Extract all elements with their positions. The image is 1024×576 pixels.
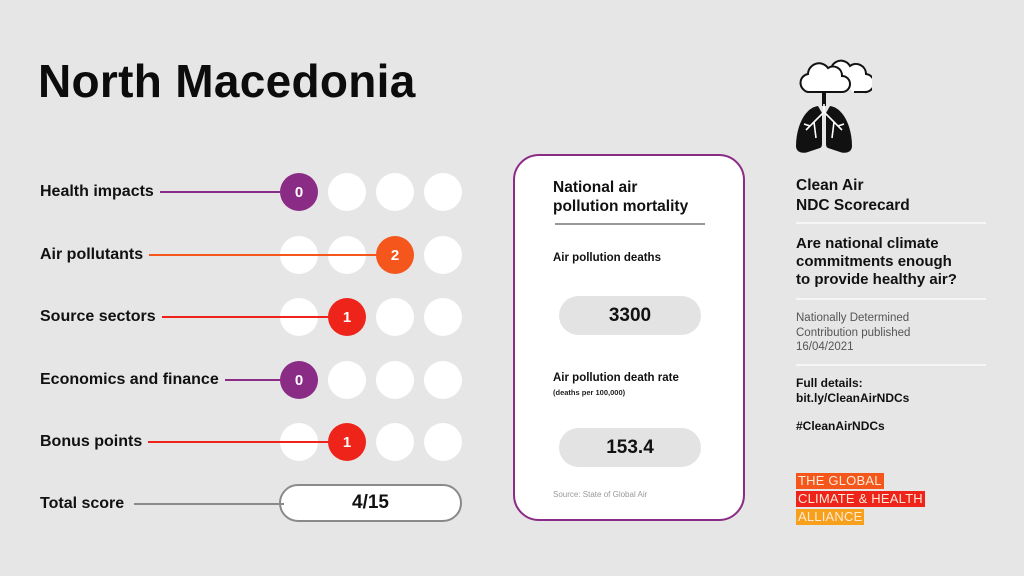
score-row: Health impacts 0 — [40, 172, 470, 212]
details-link[interactable]: bit.ly/CleanAirNDCs — [796, 391, 910, 405]
connector-line — [80, 254, 380, 256]
total-score-value: 4/15 — [279, 484, 462, 522]
total-score-row: Total score — [40, 484, 470, 524]
sidebar-divider — [796, 298, 986, 300]
score-dot-active: 0 — [280, 173, 318, 211]
connector-line — [80, 316, 332, 318]
ndc-published-note: Nationally Determined Contribution publi… — [796, 312, 911, 353]
scorecard-title: Clean Air NDC Scorecard — [796, 177, 910, 214]
death-rate-value: 153.4 — [559, 428, 701, 467]
gcha-logo: THE GLOBAL CLIMATE & HEALTH ALLIANCE — [796, 473, 925, 525]
score-dot-empty — [376, 361, 414, 399]
mortality-card: National air pollution mortality Air pol… — [513, 154, 745, 521]
death-rate-sublabel: (deaths per 100,000) — [553, 388, 626, 397]
score-dot-empty — [424, 361, 462, 399]
score-dot-empty — [376, 173, 414, 211]
score-dot-empty — [328, 173, 366, 211]
score-row: Economics and finance 0 — [40, 360, 470, 400]
score-dot-empty — [424, 236, 462, 274]
full-details: Full details: bit.ly/CleanAirNDCs — [796, 376, 986, 406]
hashtag: #CleanAirNDCs — [796, 419, 885, 433]
score-row: Source sectors 1 — [40, 297, 470, 337]
score-dot-empty — [424, 298, 462, 336]
deaths-value: 3300 — [559, 296, 701, 335]
cloud-lungs-icon — [796, 59, 872, 153]
death-rate-label: Air pollution death rate — [553, 372, 679, 384]
score-row: Bonus points 1 — [40, 422, 470, 462]
page-title: North Macedonia — [38, 55, 416, 107]
score-dot-empty — [376, 298, 414, 336]
score-dot-active: 1 — [328, 298, 366, 336]
sidebar-divider — [796, 364, 986, 366]
score-row: Air pollutants 2 — [40, 235, 470, 275]
score-row-label: Economics and finance — [40, 371, 225, 389]
connector-line — [134, 503, 284, 505]
score-dot-empty — [328, 361, 366, 399]
score-dot-active: 1 — [328, 423, 366, 461]
score-row-label: Source sectors — [40, 308, 162, 326]
score-dot-empty — [424, 173, 462, 211]
score-row-label: Air pollutants — [40, 246, 150, 264]
scorecard-question: Are national climate commitments enough … — [796, 235, 957, 288]
deaths-label: Air pollution deaths — [553, 252, 661, 264]
connector-line — [80, 191, 284, 193]
connector-line — [80, 441, 332, 443]
card-title: National air pollution mortality — [553, 179, 689, 215]
score-dot-empty — [424, 423, 462, 461]
total-score-label: Total score — [40, 495, 131, 513]
score-row-label: Bonus points — [40, 433, 149, 451]
card-divider — [555, 223, 705, 225]
source-note: Source: State of Global Air — [553, 490, 648, 499]
score-dot-active: 2 — [376, 236, 414, 274]
score-row-label: Health impacts — [40, 183, 160, 201]
sidebar-divider — [796, 222, 986, 224]
score-dot-empty — [376, 423, 414, 461]
score-dot-active: 0 — [280, 361, 318, 399]
